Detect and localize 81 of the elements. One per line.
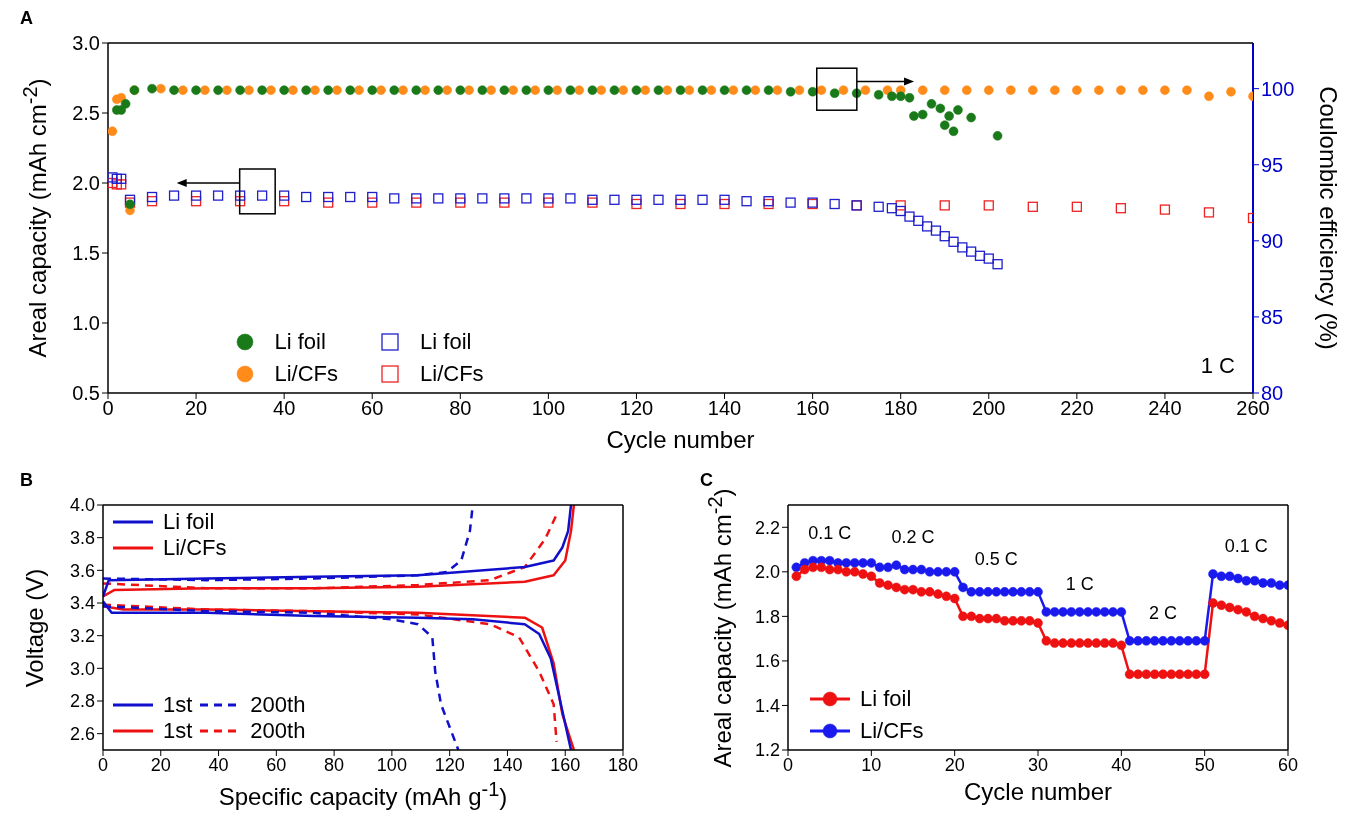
x-tick-label: 80 — [324, 754, 345, 775]
y-tick-label: 2.8 — [69, 691, 95, 712]
x-tick-label: 40 — [273, 397, 296, 420]
annotation: 2 C — [1148, 602, 1178, 624]
x-tick-label: 240 — [1148, 397, 1182, 420]
y-tick-label: 1.6 — [754, 651, 780, 672]
x-tick-label: 40 — [208, 754, 229, 775]
y-tick-label: 3.2 — [69, 626, 95, 647]
legend-label: Li foil — [163, 509, 215, 535]
y-tick-label: 3.0 — [69, 658, 95, 679]
y-tick-label: 1.0 — [72, 312, 100, 335]
x-tick-label: 200 — [972, 397, 1006, 420]
y-tick-label: 3.0 — [72, 32, 100, 55]
y-tick-label: 2.0 — [754, 562, 780, 583]
y-tick-label: 1.4 — [754, 695, 780, 716]
annotation: 1 C — [1065, 573, 1094, 595]
legend-label: 200th — [250, 718, 306, 744]
y-axis-title: Voltage (V) — [21, 568, 49, 687]
legend-label: Li/CFs — [420, 361, 484, 387]
x-tick-label: 160 — [550, 754, 581, 775]
x-tick-label: 10 — [861, 754, 882, 775]
annotation: 0.2 C — [891, 526, 935, 548]
legend-label: Li foil — [860, 686, 912, 712]
x-tick-label: 80 — [449, 397, 472, 420]
x-axis-title: Cycle number — [963, 778, 1113, 806]
y2-tick-label: 85 — [1261, 306, 1284, 329]
y2-tick-label: 90 — [1261, 229, 1284, 252]
y2-tick-label: 100 — [1261, 77, 1295, 100]
y-tick-label: 2.0 — [72, 172, 100, 195]
annotation: 0.5 C — [974, 548, 1018, 570]
y-tick-label: 1.5 — [72, 242, 100, 265]
x-tick-label: 0 — [102, 397, 114, 420]
y-tick-label: 2.6 — [69, 724, 95, 745]
y-tick-label: 4.0 — [69, 495, 95, 516]
chart-title: C — [700, 470, 713, 491]
x-axis-title: Specific capacity (mAh g$^{-1}$) — [218, 778, 508, 811]
x-tick-label: 50 — [1194, 754, 1215, 775]
legend-label: Li/CFs — [274, 361, 339, 387]
y-tick-label: 2.2 — [754, 517, 780, 538]
x-tick-label: 100 — [376, 754, 407, 775]
legend-label: 200th — [250, 692, 306, 718]
x-tick-label: 20 — [944, 754, 965, 775]
legend-label: 1st — [163, 692, 193, 718]
legend-label: Li/CFs — [163, 535, 227, 561]
legend-label: Li/CFs — [860, 718, 924, 744]
y2-tick-label: 95 — [1261, 153, 1284, 176]
legend-label: Li foil — [420, 329, 472, 355]
x-tick-label: 100 — [531, 397, 566, 420]
x-tick-label: 40 — [1111, 754, 1132, 775]
x-tick-label: 60 — [361, 397, 384, 420]
x-tick-label: 180 — [884, 397, 918, 420]
chart-title: B — [20, 470, 33, 491]
legend-label: Li foil — [274, 329, 326, 355]
x-tick-label: 20 — [184, 397, 208, 420]
x-tick-label: 140 — [707, 397, 742, 420]
y-tick-label: 3.8 — [69, 528, 95, 549]
x-tick-label: 120 — [619, 397, 654, 420]
x-tick-label: 30 — [1027, 754, 1049, 775]
y-tick-label: 3.4 — [69, 593, 95, 614]
annotation: 0.1 C — [808, 522, 852, 544]
y2-axis-title: Coulombic efficiency (%) — [1314, 86, 1342, 350]
x-tick-label: 160 — [795, 397, 830, 420]
x-tick-label: 60 — [1277, 754, 1299, 775]
x-tick-label: 180 — [607, 754, 639, 775]
annotation: 0.1 C — [1224, 535, 1268, 557]
x-tick-label: 20 — [150, 754, 171, 775]
y-tick-label: 0.5 — [72, 382, 100, 405]
y-tick-label: 3.6 — [69, 560, 95, 581]
annotation: 1 C — [1200, 353, 1235, 379]
y-tick-label: 2.5 — [72, 102, 100, 125]
x-tick-label: 0 — [97, 754, 109, 775]
y-tick-label: 1.2 — [754, 740, 780, 761]
x-tick-label: 220 — [1060, 397, 1094, 420]
chart-title: A — [20, 8, 33, 29]
legend-label: 1st — [163, 718, 193, 744]
x-tick-label: 60 — [266, 754, 287, 775]
x-tick-label: 140 — [492, 754, 523, 775]
x-tick-label: 0 — [782, 754, 794, 775]
x-axis-title: Cycle number — [606, 426, 755, 454]
x-tick-label: 120 — [434, 754, 465, 775]
y-tick-label: 1.8 — [754, 606, 780, 627]
